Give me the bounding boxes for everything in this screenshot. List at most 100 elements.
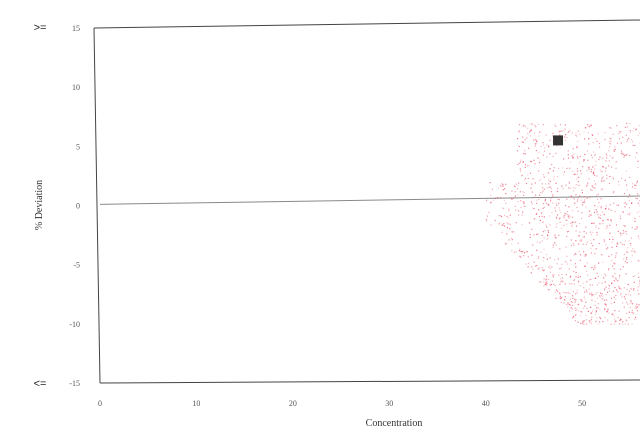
data-point bbox=[520, 200, 522, 202]
data-point bbox=[500, 215, 503, 218]
data-point bbox=[604, 303, 606, 305]
data-point bbox=[631, 139, 633, 141]
data-point bbox=[543, 206, 545, 208]
data-point bbox=[620, 131, 622, 133]
data-point bbox=[638, 276, 640, 278]
data-point bbox=[569, 292, 571, 295]
data-point bbox=[604, 179, 606, 181]
data-point bbox=[623, 193, 626, 195]
data-point bbox=[568, 206, 570, 208]
data-point bbox=[577, 274, 580, 276]
data-point bbox=[569, 298, 571, 300]
data-point bbox=[597, 297, 599, 299]
data-point bbox=[576, 170, 579, 172]
data-point bbox=[579, 259, 581, 261]
data-point bbox=[535, 194, 537, 196]
data-point bbox=[545, 134, 547, 136]
data-point bbox=[623, 287, 625, 289]
data-point bbox=[623, 202, 626, 204]
data-point bbox=[511, 231, 513, 233]
data-point bbox=[625, 170, 627, 172]
data-point bbox=[611, 157, 613, 159]
data-point bbox=[538, 194, 541, 196]
data-point bbox=[592, 173, 594, 175]
data-point bbox=[591, 189, 593, 191]
data-point bbox=[514, 205, 516, 207]
data-point bbox=[595, 209, 597, 211]
data-point bbox=[600, 294, 602, 297]
data-point bbox=[624, 240, 627, 242]
data-point bbox=[635, 129, 637, 131]
data-point bbox=[613, 150, 615, 152]
data-point bbox=[548, 266, 550, 268]
data-point bbox=[513, 185, 515, 187]
data-point bbox=[575, 276, 577, 278]
data-point bbox=[611, 282, 613, 284]
data-point bbox=[577, 304, 579, 306]
data-point bbox=[546, 280, 548, 283]
data-point bbox=[518, 124, 521, 126]
data-point bbox=[596, 309, 598, 311]
data-point bbox=[570, 161, 572, 163]
data-point bbox=[511, 198, 513, 200]
data-point bbox=[634, 187, 636, 189]
data-point bbox=[519, 255, 521, 257]
data-point bbox=[569, 310, 571, 312]
data-point bbox=[576, 168, 578, 170]
data-point bbox=[574, 307, 576, 309]
data-point bbox=[571, 301, 574, 304]
data-point bbox=[626, 154, 628, 156]
data-point bbox=[541, 183, 543, 185]
data-point bbox=[624, 323, 626, 325]
data-point bbox=[580, 238, 582, 241]
data-point bbox=[541, 192, 543, 194]
data-point bbox=[580, 311, 582, 313]
data-point bbox=[539, 159, 541, 161]
data-point bbox=[574, 263, 576, 265]
data-point bbox=[596, 272, 598, 274]
data-point bbox=[490, 224, 492, 226]
data-point bbox=[591, 316, 593, 318]
data-point bbox=[596, 307, 598, 309]
data-point bbox=[570, 239, 572, 241]
data-point bbox=[594, 304, 596, 306]
data-point bbox=[539, 219, 541, 221]
data-point bbox=[517, 201, 519, 203]
data-point bbox=[591, 312, 593, 314]
data-point bbox=[563, 292, 565, 294]
data-point bbox=[615, 255, 617, 257]
data-point bbox=[636, 182, 638, 184]
data-point bbox=[544, 150, 546, 152]
data-point bbox=[586, 281, 588, 283]
data-point bbox=[611, 254, 613, 256]
data-point bbox=[511, 250, 513, 252]
data-point bbox=[564, 128, 566, 130]
data-point bbox=[561, 263, 563, 265]
data-point bbox=[578, 184, 581, 187]
data-point bbox=[511, 239, 513, 241]
data-point bbox=[584, 138, 586, 140]
data-point bbox=[637, 260, 639, 262]
data-point bbox=[579, 235, 581, 237]
data-point bbox=[606, 310, 608, 312]
data-point bbox=[590, 154, 593, 156]
data-point bbox=[582, 236, 584, 238]
data-point bbox=[524, 205, 526, 207]
data-point bbox=[580, 299, 582, 301]
data-point bbox=[626, 301, 628, 303]
data-point bbox=[572, 297, 574, 299]
data-point bbox=[547, 289, 549, 291]
data-point bbox=[618, 277, 620, 279]
data-point bbox=[583, 265, 586, 267]
data-point bbox=[574, 173, 576, 175]
data-point bbox=[585, 206, 587, 208]
data-point bbox=[546, 284, 548, 286]
data-point bbox=[613, 149, 615, 151]
data-point bbox=[528, 165, 530, 167]
data-point bbox=[616, 243, 618, 245]
data-point bbox=[573, 298, 576, 301]
data-point bbox=[612, 192, 614, 194]
data-point bbox=[614, 146, 616, 148]
data-point bbox=[593, 151, 595, 153]
data-point bbox=[546, 156, 548, 158]
